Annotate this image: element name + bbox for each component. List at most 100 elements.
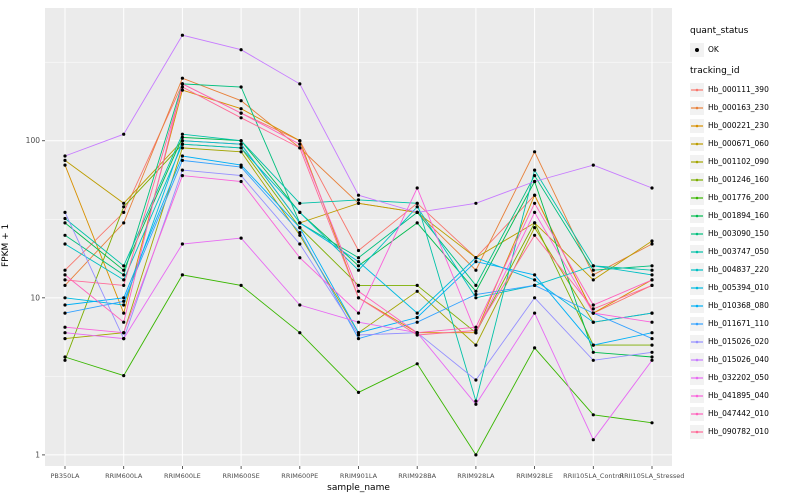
legend-item-tracking: Hb_001246_160 (690, 171, 798, 188)
data-point (533, 226, 537, 230)
data-point (533, 174, 537, 178)
data-point (533, 233, 537, 237)
data-point (356, 390, 361, 394)
data-point (533, 179, 537, 184)
data-point (356, 283, 361, 287)
data-point (356, 289, 361, 293)
data-point (650, 355, 654, 359)
data-point (591, 163, 595, 167)
data-point (298, 221, 302, 225)
data-point (239, 146, 243, 150)
series-line-icon (690, 226, 704, 241)
data-point (180, 168, 184, 172)
data-point (63, 278, 67, 282)
legend-item-tracking: Hb_005394_010 (690, 279, 798, 296)
legend-item-tracking: Hb_032202_050 (690, 369, 798, 386)
legend-item-tracking: Hb_041895_040 (690, 387, 798, 404)
series-line-icon (690, 100, 704, 115)
legend-item-tracking: Hb_001894_160 (690, 207, 798, 224)
data-point (122, 320, 126, 324)
data-point (180, 132, 184, 136)
data-point (591, 358, 595, 362)
data-point (415, 186, 419, 190)
data-point (239, 150, 243, 154)
data-point (650, 264, 654, 268)
data-point (474, 260, 478, 264)
data-point (239, 142, 243, 146)
legend-item-tracking: Hb_001776_200 (690, 189, 798, 206)
data-point (180, 88, 184, 92)
y-tick-label: 10 (30, 293, 40, 302)
data-point (533, 150, 537, 154)
legend-label-tracking: Hb_015026_020 (708, 337, 769, 346)
data-point (650, 337, 654, 341)
data-point (474, 325, 478, 329)
data-point (533, 168, 537, 172)
legend-title-tracking-id: tracking_id (690, 66, 740, 76)
legend-item-tracking: Hb_047442_010 (690, 405, 798, 422)
data-point (63, 358, 67, 362)
data-point (63, 311, 67, 315)
x-axis-title: sample_name (327, 483, 390, 493)
data-point (650, 273, 654, 277)
data-point (650, 278, 654, 282)
data-point (239, 179, 243, 184)
x-tick-label: RRII105LA_Stressed (620, 472, 685, 480)
legend-label-tracking: Hb_047442_010 (708, 409, 769, 418)
data-point (298, 242, 302, 246)
data-point (474, 256, 478, 260)
data-point (239, 107, 243, 111)
data-point (122, 210, 126, 214)
x-tick-label: RRIM928BA (398, 472, 436, 480)
data-point (591, 438, 595, 442)
legend-item-tracking: Hb_010368_080 (690, 297, 798, 314)
data-point (122, 303, 126, 307)
legend-label-tracking: Hb_001776_200 (708, 193, 769, 202)
series-line-icon (690, 190, 704, 205)
legend-label-tracking: Hb_001246_160 (708, 175, 769, 184)
legend-label-tracking: Hb_001102_090 (708, 157, 769, 166)
ok-point-icon (690, 42, 704, 57)
legend-item-tracking: Hb_000671_060 (690, 135, 798, 152)
data-point (298, 210, 302, 214)
data-point (63, 163, 67, 167)
legend-item-tracking: Hb_000221_230 (690, 117, 798, 134)
legend-item-tracking: Hb_004837_220 (690, 261, 798, 278)
x-tick-label: RRIM600LE (164, 472, 201, 480)
data-point (591, 264, 595, 268)
data-point (180, 146, 184, 150)
legend-tracking-items: Hb_000111_390 Hb_000163_230 Hb_000221_230 H… (690, 81, 798, 440)
series-line-icon (690, 424, 704, 439)
data-point (474, 289, 478, 293)
data-point (356, 296, 361, 300)
data-point (415, 221, 419, 225)
legend-label-tracking: Hb_015026_040 (708, 355, 769, 364)
legend-label-tracking: Hb_000163_230 (708, 103, 769, 112)
data-point (239, 99, 243, 103)
data-point (180, 85, 184, 89)
series-line-icon (690, 244, 704, 259)
data-point (239, 165, 243, 169)
data-point (356, 260, 361, 264)
data-point (239, 283, 243, 287)
data-point (356, 331, 361, 335)
data-point (298, 139, 302, 143)
data-point (474, 378, 478, 382)
data-point (533, 346, 537, 350)
data-point (415, 283, 419, 287)
data-point (474, 343, 478, 347)
legend-title-quant-status: quant_status (690, 26, 749, 36)
data-point (474, 283, 478, 287)
legend-label-tracking: Hb_011671_110 (708, 319, 769, 328)
data-point (122, 337, 126, 341)
data-point (180, 142, 184, 146)
data-point (63, 242, 67, 246)
data-point (180, 154, 184, 158)
data-point (474, 201, 478, 205)
data-point (650, 358, 654, 362)
data-point (533, 210, 537, 214)
data-point (122, 299, 126, 303)
data-point (63, 221, 67, 225)
series-line-icon (690, 298, 704, 313)
data-point (122, 331, 126, 335)
